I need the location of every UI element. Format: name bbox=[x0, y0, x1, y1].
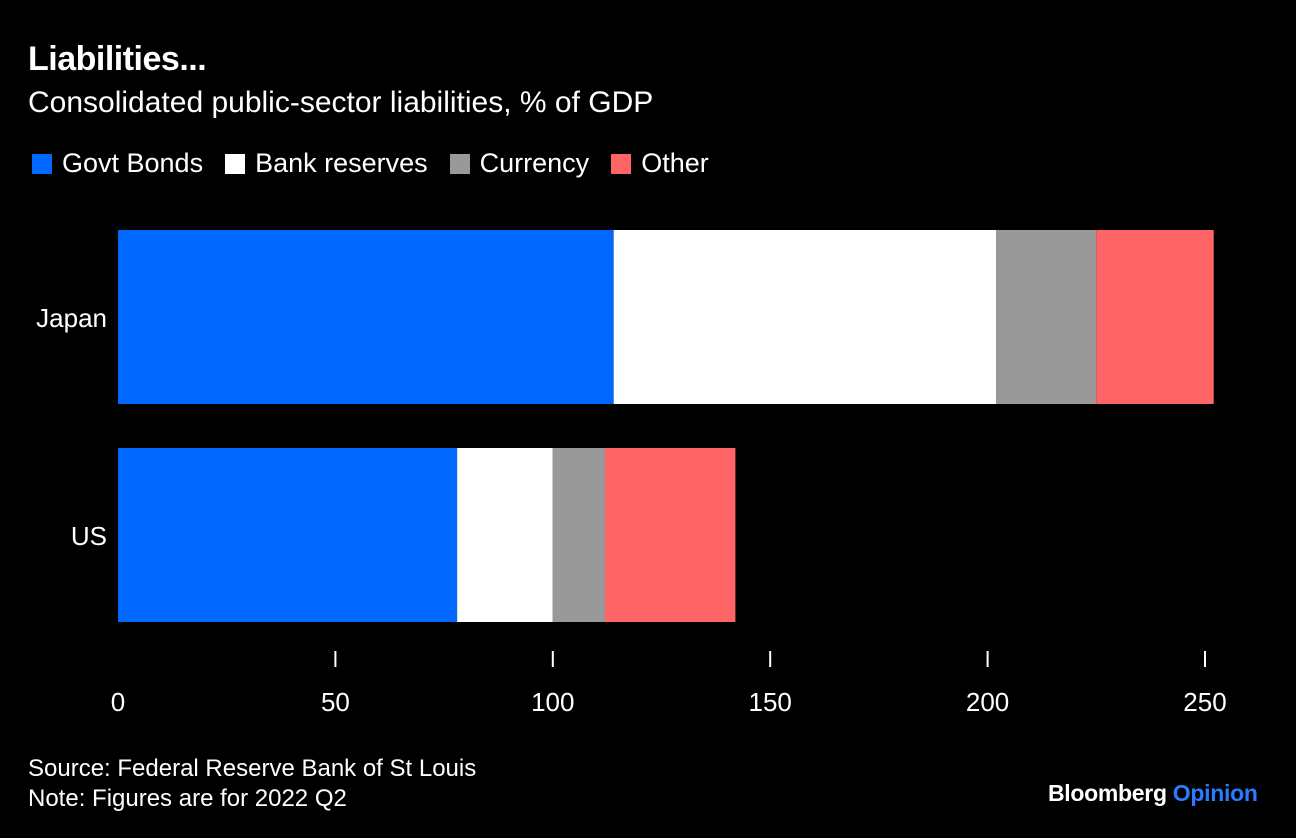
bar-segment bbox=[996, 230, 1097, 404]
tick-label: 250 bbox=[1183, 687, 1226, 717]
bar-segment bbox=[604, 448, 736, 622]
bar-segment bbox=[457, 448, 553, 622]
bar-segment bbox=[1096, 230, 1214, 404]
brand-product: Opinion bbox=[1172, 780, 1258, 806]
stacked-bar-chart: Japan US 0 50 100 150 200 250 bbox=[36, 230, 1227, 717]
tick-label: 100 bbox=[531, 687, 574, 717]
chart-subtitle: Consolidated public-sector liabilities, … bbox=[28, 86, 654, 119]
bar-segment bbox=[552, 448, 605, 622]
chart-title: Liabilities... bbox=[28, 40, 207, 78]
legend-swatch bbox=[449, 153, 470, 174]
legend-item: Other bbox=[611, 148, 709, 179]
tick-label: 200 bbox=[966, 687, 1009, 717]
tick-label: 50 bbox=[321, 687, 350, 717]
legend-label: Govt Bonds bbox=[62, 148, 204, 178]
bar-segment bbox=[118, 230, 614, 404]
bar-segment bbox=[613, 230, 997, 404]
legend-label: Currency bbox=[479, 148, 590, 178]
category-label: Japan bbox=[36, 303, 107, 333]
figures-note: Note: Figures are for 2022 Q2 bbox=[28, 785, 347, 812]
category-label: US bbox=[71, 521, 107, 551]
legend-swatch bbox=[225, 153, 246, 174]
source-note: Source: Federal Reserve Bank of St Louis bbox=[28, 755, 477, 782]
legend-label: Bank reserves bbox=[255, 148, 428, 178]
legend-label: Other bbox=[641, 148, 709, 178]
tick-label: 150 bbox=[749, 687, 792, 717]
brand-logo: Bloomberg Opinion bbox=[1048, 780, 1258, 807]
legend-swatch bbox=[611, 153, 632, 174]
chart-footer: Source: Federal Reserve Bank of St Louis… bbox=[28, 754, 476, 814]
tick-label: 0 bbox=[111, 687, 125, 717]
chart-legend: Govt Bonds Bank reserves Currency Other bbox=[32, 148, 731, 179]
legend-swatch bbox=[32, 153, 52, 174]
brand-name: Bloomberg bbox=[1048, 780, 1167, 806]
legend-item: Currency bbox=[449, 148, 590, 179]
legend-item: Bank reserves bbox=[225, 148, 428, 179]
bar-segment bbox=[118, 448, 458, 622]
legend-item: Govt Bonds bbox=[32, 148, 203, 179]
